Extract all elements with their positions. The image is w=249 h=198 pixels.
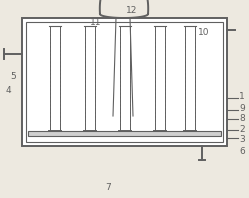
- Text: 9: 9: [239, 104, 245, 112]
- Bar: [28, 131, 221, 136]
- Text: 10: 10: [198, 28, 210, 36]
- Bar: [85, 26, 95, 131]
- Text: 8: 8: [239, 113, 245, 123]
- Text: 2: 2: [239, 126, 245, 134]
- Text: 3: 3: [239, 134, 245, 144]
- Bar: [120, 26, 130, 131]
- Text: 6: 6: [239, 148, 245, 156]
- Text: 11: 11: [90, 17, 102, 27]
- Text: 7: 7: [105, 184, 111, 192]
- Bar: [185, 26, 195, 131]
- Text: 12: 12: [126, 6, 138, 14]
- Bar: [22, 18, 227, 146]
- Text: 5: 5: [10, 71, 16, 81]
- Text: 1: 1: [239, 91, 245, 101]
- Bar: [50, 26, 60, 131]
- Text: 4: 4: [5, 86, 11, 94]
- Bar: [155, 26, 165, 131]
- Bar: [26, 22, 223, 142]
